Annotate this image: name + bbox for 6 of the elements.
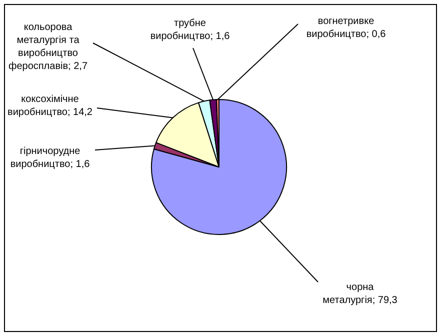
- slice-label: вогнетривке виробництво; 0,6: [306, 16, 386, 40]
- slice-label: коксохімічне виробництво; 14,2: [8, 94, 93, 118]
- slice-label: кольорова металургія та виробництво феросплавів; 2,7: [8, 22, 88, 72]
- slice-label: чорна металургія; 79,3: [322, 282, 398, 306]
- slice-label: трубне виробництво; 1,6: [150, 18, 230, 42]
- slice-label: гірничорудне виробництво; 1,6: [10, 146, 90, 170]
